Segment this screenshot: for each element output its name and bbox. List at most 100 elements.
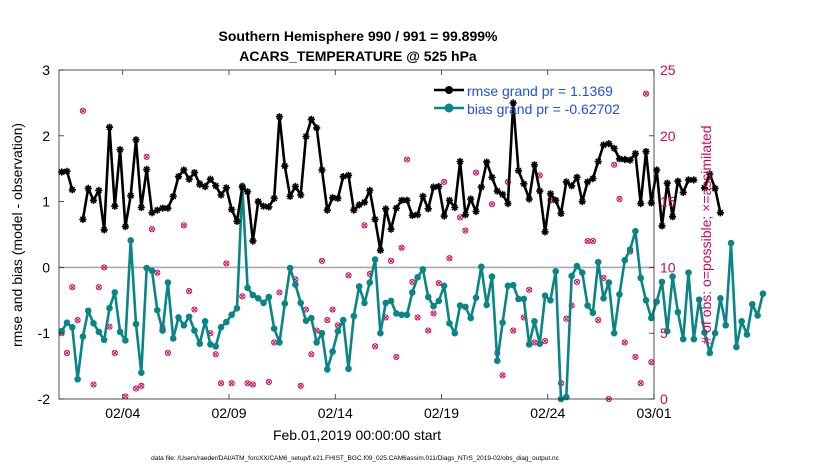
- legend: rmse grand pr = 1.1369 bias grand pr = -…: [434, 83, 620, 117]
- x-tick-label: 03/01: [636, 405, 671, 421]
- obs-possible-marker: [297, 382, 304, 389]
- y-tick-label: 3: [42, 62, 50, 78]
- rmse-point: [105, 123, 114, 131]
- rmse-point: [637, 200, 645, 208]
- bias-point: [610, 329, 618, 337]
- bias-point: [642, 297, 650, 304]
- y-tick-label: 1: [42, 194, 50, 210]
- obs-assimilated-marker: [213, 351, 219, 357]
- obs-possible-marker: [223, 260, 230, 267]
- obs-assimilated-marker: [165, 350, 171, 356]
- bias-point: [478, 263, 485, 271]
- obs-assimilated-marker: [266, 379, 272, 385]
- rmse-point: [584, 178, 592, 186]
- rmse-point: [711, 184, 719, 192]
- obs-possible-marker: [589, 238, 596, 245]
- bias-point: [626, 246, 634, 253]
- obs-possible-marker: [95, 284, 102, 291]
- bias-point: [153, 306, 161, 314]
- bias-point: [68, 323, 76, 331]
- obs-assimilated-marker: [218, 380, 224, 386]
- obs-assimilated-marker: [75, 317, 81, 323]
- rmse-point: [392, 204, 400, 212]
- rmse-point: [233, 217, 241, 225]
- rmse-point: [530, 161, 539, 169]
- rmse-point: [84, 184, 92, 192]
- bias-point: [334, 327, 342, 335]
- obs-assimilated-marker: [399, 245, 405, 251]
- rmse-point: [461, 211, 469, 219]
- bias-point: [520, 295, 528, 303]
- obs-possible-marker: [79, 107, 86, 114]
- obs-assimilated-marker: [154, 270, 160, 276]
- bias-point: [148, 267, 156, 274]
- obs-assimilated-marker: [489, 201, 495, 207]
- obs-assimilated-marker: [409, 279, 415, 285]
- bias-point: [308, 314, 315, 322]
- rmse-point: [472, 207, 480, 216]
- bias-point: [509, 281, 517, 289]
- rmse-point: [132, 136, 140, 144]
- obs-assimilated-marker: [101, 264, 107, 270]
- obs-assimilated-marker: [276, 289, 283, 295]
- bias-point: [366, 279, 374, 286]
- bias-point: [568, 272, 575, 280]
- bias-point: [95, 328, 103, 336]
- obs-assimilated-marker: [64, 350, 70, 356]
- rmse-point: [100, 226, 108, 234]
- bias-point: [297, 299, 305, 307]
- rmse-point: [111, 202, 119, 210]
- rmse-point: [244, 188, 252, 196]
- bias-point: [339, 316, 347, 324]
- rmse-point: [329, 194, 337, 202]
- rmse-point: [398, 196, 406, 204]
- rmse-point: [307, 115, 315, 123]
- bias-point: [536, 340, 544, 348]
- bias-point: [504, 282, 512, 290]
- rmse-point: [716, 209, 724, 217]
- obs-assimilated-marker: [585, 238, 591, 244]
- x-axis-label: Feb.01,2019 00:00:00 start: [273, 427, 441, 443]
- bias-point: [440, 282, 448, 290]
- bias-point: [759, 290, 767, 298]
- rmse-point: [414, 211, 422, 219]
- obs-assimilated-marker: [510, 328, 516, 334]
- obs-assimilated-marker: [563, 316, 569, 322]
- rmse-point: [599, 141, 608, 149]
- obs-possible-marker: [148, 226, 156, 233]
- obs-possible-marker: [472, 169, 480, 176]
- obs-possible-marker: [154, 269, 161, 276]
- bias-point: [127, 237, 135, 244]
- rmse-point: [291, 182, 299, 191]
- obs-possible-marker: [265, 378, 272, 385]
- rmse-point: [89, 196, 98, 204]
- bias-point: [648, 314, 655, 322]
- obs-assimilated-marker: [69, 284, 75, 290]
- obs-possible-marker: [180, 222, 187, 229]
- obs-assimilated-marker: [223, 260, 229, 267]
- bias-point: [488, 273, 496, 280]
- obs-possible-marker: [239, 293, 246, 300]
- rmse-point: [313, 124, 321, 132]
- obs-assimilated-marker: [250, 381, 256, 388]
- obs-assimilated-marker: [611, 162, 617, 168]
- plot-frame: [58, 69, 655, 400]
- obs-assimilated-marker: [181, 222, 187, 228]
- bias-point: [695, 296, 703, 303]
- bias-point: [132, 320, 140, 328]
- rmse-point: [360, 198, 369, 206]
- obs-assimilated-marker: [303, 306, 309, 313]
- obs-assimilated-marker: [500, 372, 506, 378]
- bias-point: [679, 335, 687, 343]
- bias-point: [122, 337, 129, 344]
- rmse-point: [669, 213, 677, 221]
- rmse-point: [127, 192, 135, 200]
- obs-assimilated-marker: [404, 156, 410, 163]
- rmse-point: [605, 140, 613, 148]
- bias-point: [499, 319, 506, 326]
- bias-point: [483, 301, 490, 309]
- bias-point: [515, 295, 522, 303]
- bias-point: [169, 335, 177, 342]
- rmse-series: [58, 99, 724, 254]
- rmse-point: [254, 198, 262, 206]
